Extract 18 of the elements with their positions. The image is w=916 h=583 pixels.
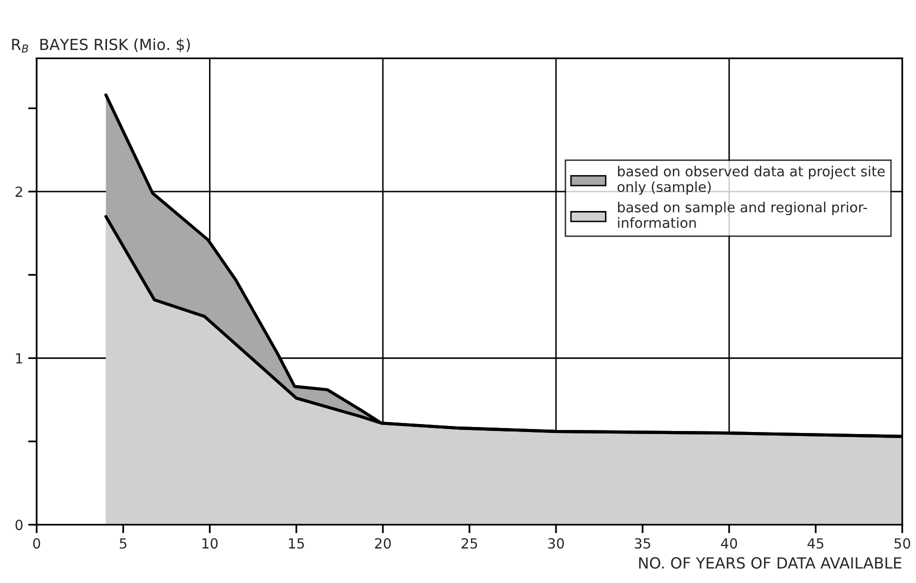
- legend-label: based on observed data at project site only (sample): [618, 166, 885, 195]
- x-tick-label: 10: [202, 538, 218, 549]
- x-tick-label: 25: [462, 538, 478, 549]
- y-tick-label: 0: [16, 520, 23, 530]
- x-axis-title: NO. OF YEARS OF DATA AVAILABLE: [639, 557, 902, 569]
- x-tick-label: 5: [120, 538, 126, 549]
- x-tick-label: 20: [375, 538, 391, 549]
- chart-title: R$_{B}$ BAYES RISK (Mio. $): [12, 38, 190, 52]
- x-tick-label: 0: [33, 538, 40, 549]
- x-tick-label: 40: [720, 538, 738, 549]
- legend-label: based on sample and regional prior- information: [618, 202, 868, 228]
- x-tick-label: 35: [634, 538, 650, 549]
- x-tick-label: 45: [808, 538, 824, 549]
- y-tick-label: 2: [16, 186, 22, 197]
- x-tick-label: 30: [548, 538, 564, 549]
- y-tick-label: 1: [16, 353, 22, 364]
- x-tick-label: 50: [894, 538, 910, 549]
- x-tick-label: 15: [289, 538, 304, 549]
